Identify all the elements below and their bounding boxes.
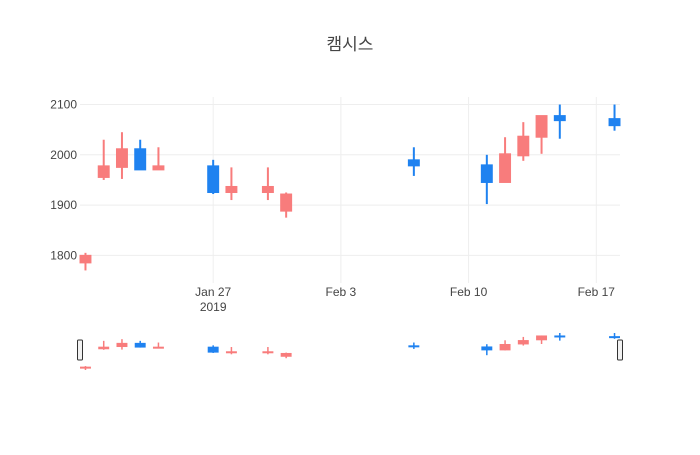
candle-decreasing [608, 104, 621, 131]
x-tick-label: Feb 10 [450, 285, 488, 299]
y-tick-label: 1800 [50, 248, 77, 262]
slider-candle [80, 366, 91, 370]
slider-candle-body [408, 345, 420, 348]
slider-candle-body [554, 335, 566, 338]
candle-body [115, 148, 128, 168]
candle-body [207, 165, 220, 194]
candle-increasing [225, 167, 238, 201]
x-tick-year-label: 2019 [200, 300, 227, 314]
candle-decreasing [480, 154, 493, 205]
slider-candle-body [134, 342, 146, 348]
slider-candle-body [152, 346, 164, 349]
slider-candle-body [536, 335, 548, 341]
x-tick-label: Feb 17 [578, 285, 616, 299]
slider-candle [609, 333, 620, 339]
slider-candle-body [517, 340, 529, 345]
slider-candle [152, 342, 164, 349]
slider-candle [517, 336, 529, 346]
slider-candle [408, 342, 420, 349]
y-axis-ticks: 1800 1900 2000 2100 [50, 98, 77, 263]
candle-increasing [517, 122, 530, 161]
candle-body [79, 254, 92, 264]
slider-candle [207, 345, 219, 353]
slider-candle-body [481, 346, 493, 351]
slider-candle [116, 339, 128, 350]
slider-candle [499, 340, 511, 351]
candle-decreasing [553, 104, 566, 139]
candle-body [225, 185, 238, 194]
candle-increasing [79, 252, 92, 271]
candle-increasing [97, 139, 110, 180]
candle-body [480, 164, 493, 183]
candles-main [79, 104, 621, 271]
slider-candle-body [609, 336, 620, 339]
slider-candle-body [98, 346, 110, 350]
slider-candle [554, 333, 566, 341]
candle-increasing [261, 167, 274, 201]
candle-increasing [499, 137, 512, 183]
range-slider-handle-left[interactable] [77, 339, 83, 361]
candle-decreasing [207, 159, 220, 195]
y-tick-label: 1900 [50, 198, 77, 212]
slider-candle [262, 347, 274, 355]
candle-body [97, 165, 110, 178]
chart-title: 캠시스 [327, 35, 374, 54]
candle-body [553, 115, 566, 122]
y-tick-label: 2100 [50, 98, 77, 112]
candle-body [499, 153, 512, 183]
candle-body [152, 165, 165, 171]
slider-candle-body [225, 351, 237, 354]
candle-increasing [535, 115, 548, 154]
candle-body [535, 115, 548, 138]
slider-candle [134, 340, 146, 348]
slider-candle [280, 352, 292, 359]
candle-increasing [280, 192, 293, 218]
candle-body [134, 148, 147, 171]
slider-candle-body [499, 343, 511, 351]
slider-candle-body [80, 366, 91, 369]
candle-decreasing [407, 147, 420, 176]
candle-body [261, 185, 274, 194]
candle-body [608, 118, 621, 127]
range-slider-background [80, 333, 620, 370]
slider-candle-body [207, 346, 219, 353]
slider-candle-body [116, 342, 128, 348]
y-tick-label: 2000 [50, 148, 77, 162]
candle-body [280, 193, 293, 212]
slider-candle [98, 340, 110, 350]
slider-candle-body [262, 351, 274, 354]
x-tick-label: Jan 27 [195, 285, 231, 299]
x-tick-label: Feb 3 [326, 285, 357, 299]
slider-candle [481, 344, 493, 356]
slider-candle [536, 335, 548, 344]
candle-body [517, 135, 530, 157]
candle-decreasing [134, 139, 147, 171]
candle-body [407, 159, 420, 167]
candle-increasing [115, 132, 128, 179]
range-slider-handle-right[interactable] [617, 339, 623, 361]
candle-increasing [152, 147, 165, 171]
slider-candle [225, 347, 237, 355]
slider-candle-body [280, 352, 292, 357]
range-slider[interactable] [77, 333, 623, 370]
